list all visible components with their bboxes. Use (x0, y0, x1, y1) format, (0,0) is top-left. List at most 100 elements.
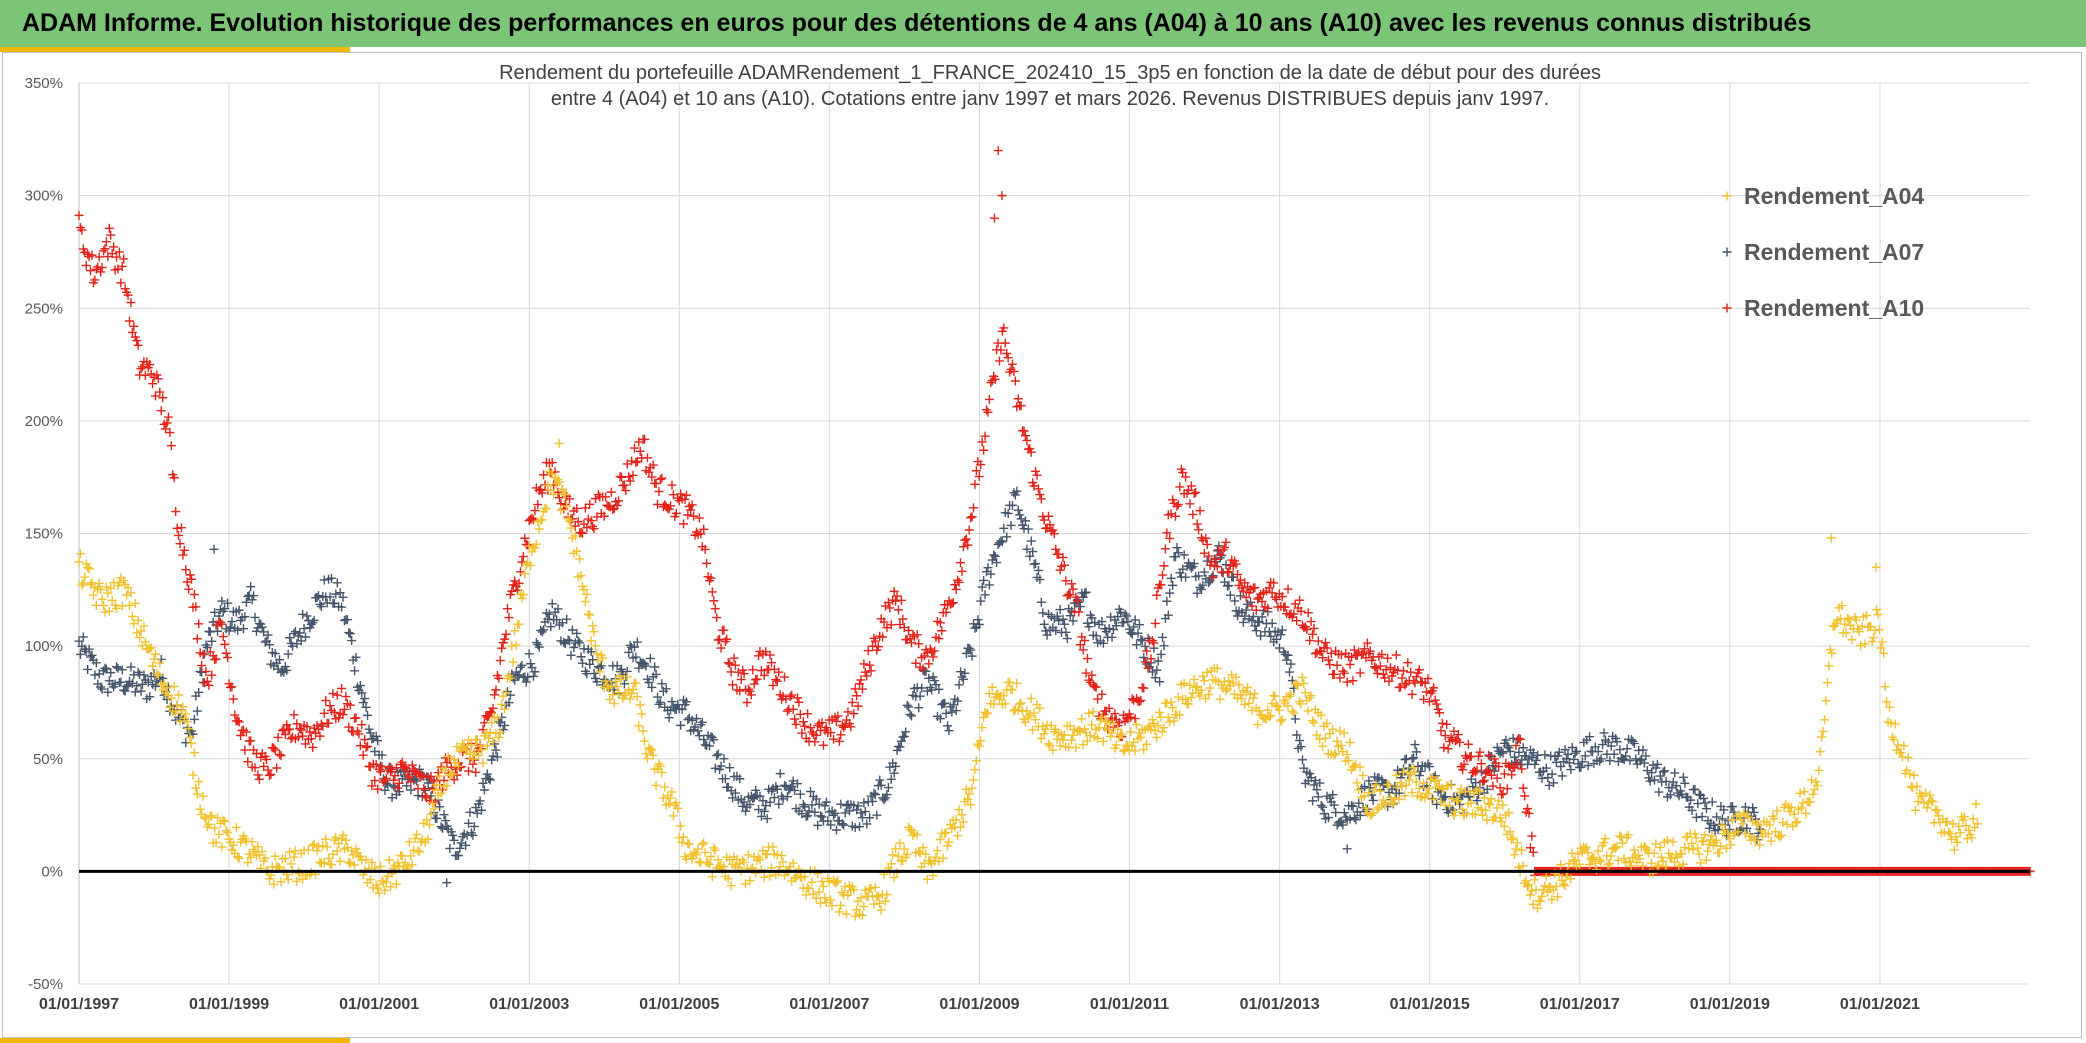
data-point (1371, 663, 1381, 673)
data-point (837, 819, 847, 829)
data-point (1347, 652, 1357, 662)
data-point (1299, 678, 1309, 688)
data-point (520, 569, 530, 579)
data-point (1292, 730, 1302, 740)
data-point (136, 364, 146, 374)
data-point (1877, 637, 1887, 647)
data-point (847, 697, 857, 707)
data-point (693, 726, 703, 736)
data-point (1152, 590, 1162, 600)
data-point (360, 694, 370, 704)
data-point (892, 591, 902, 601)
data-point (1400, 680, 1410, 690)
data-point (1160, 544, 1170, 554)
data-point (1224, 581, 1234, 591)
data-point (1691, 812, 1701, 822)
data-point (1136, 695, 1146, 705)
data-point (1677, 849, 1687, 859)
data-point (966, 513, 976, 523)
data-point (495, 727, 505, 737)
data-point (1269, 578, 1279, 588)
data-point (635, 700, 645, 710)
data-point (1276, 716, 1286, 726)
data-point (1903, 753, 1913, 763)
data-point (1195, 691, 1205, 701)
data-point (1031, 466, 1041, 476)
data-point (1039, 619, 1049, 629)
data-point (1325, 729, 1335, 739)
data-point (1033, 565, 1043, 575)
data-point (1173, 692, 1183, 702)
data-point (956, 558, 966, 568)
data-point (241, 727, 251, 737)
data-point (974, 741, 984, 751)
x-tick-label: 01/01/1997 (39, 996, 119, 1013)
data-point (1338, 820, 1348, 830)
data-point (1703, 846, 1713, 856)
data-point (347, 846, 357, 856)
data-point (1212, 562, 1222, 572)
data-point (148, 379, 158, 389)
data-point (1185, 680, 1195, 690)
data-point (1072, 596, 1082, 606)
data-point (348, 850, 358, 860)
x-tick-label: 01/01/2003 (489, 996, 569, 1013)
data-point (1335, 673, 1345, 683)
data-point (840, 808, 850, 818)
data-point (1410, 740, 1420, 750)
data-point (640, 736, 650, 746)
data-point (651, 780, 661, 790)
data-point (1745, 831, 1755, 841)
data-point (899, 731, 909, 741)
data-point (924, 673, 934, 683)
data-point (1429, 683, 1439, 693)
data-point (75, 649, 85, 659)
data-point (1131, 720, 1141, 730)
data-point (576, 527, 586, 537)
data-point (683, 715, 693, 725)
data-point (625, 694, 635, 704)
data-point (953, 575, 963, 585)
data-point (1511, 844, 1521, 854)
data-point (1603, 860, 1613, 870)
data-point (1515, 734, 1525, 744)
data-point (1088, 707, 1098, 717)
data-point (1691, 833, 1701, 843)
data-point (702, 558, 712, 568)
data-point (790, 714, 800, 724)
data-point (611, 676, 621, 686)
data-point (192, 634, 202, 644)
data-point (676, 821, 686, 831)
data-point (442, 878, 452, 888)
data-point (1514, 734, 1524, 744)
data-point (935, 835, 945, 845)
data-point (699, 838, 709, 848)
data-point (1887, 732, 1897, 742)
y-tick-label: 300% (25, 188, 63, 205)
data-point (666, 501, 676, 511)
data-point (1238, 586, 1248, 596)
data-point (1336, 740, 1346, 750)
data-point (1654, 787, 1664, 797)
data-point (534, 642, 544, 652)
data-point (1899, 741, 1909, 751)
data-point (1244, 698, 1254, 708)
data-point (471, 767, 481, 777)
data-point (211, 654, 221, 664)
data-point (373, 736, 383, 746)
data-point (1908, 783, 1918, 793)
data-point (707, 872, 717, 882)
data-point (1475, 786, 1485, 796)
data-point (585, 499, 595, 509)
data-point (833, 711, 843, 721)
data-point (126, 662, 136, 672)
data-point (1517, 845, 1527, 855)
data-point (1166, 573, 1176, 583)
data-point (178, 702, 188, 712)
data-point (1540, 881, 1550, 891)
data-point (1880, 682, 1890, 692)
data-point (285, 847, 295, 857)
data-point (135, 633, 145, 643)
data-point (855, 679, 865, 689)
data-point (1949, 845, 1959, 855)
